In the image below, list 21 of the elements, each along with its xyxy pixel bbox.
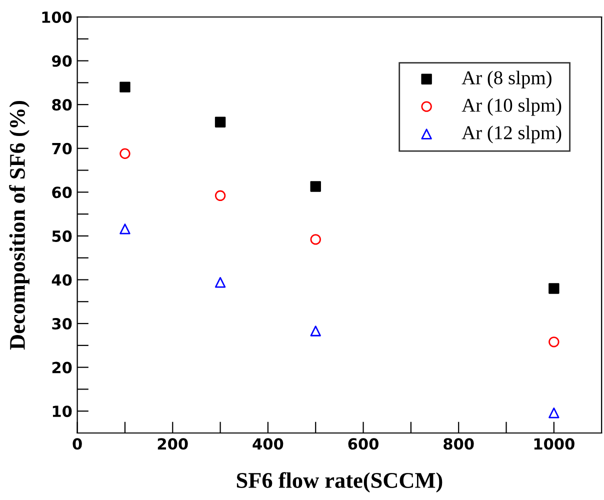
y-tick-label: 60 xyxy=(52,186,72,198)
x-axis-title: SF6 flow rate(SCCM) xyxy=(236,472,442,492)
y-tick-label: 50 xyxy=(52,230,72,242)
y-tick-label: 20 xyxy=(52,362,72,374)
y-tick-label: 100 xyxy=(42,11,72,24)
y-tick-label: 40 xyxy=(52,274,72,286)
x-tick-label: 0 xyxy=(72,438,82,450)
x-tick-label: 800 xyxy=(444,438,474,450)
legend-label: Ar (10 slpm) xyxy=(462,98,562,116)
legend-label: Ar (8 slpm) xyxy=(462,70,552,88)
x-tick-label: 600 xyxy=(348,438,378,450)
y-tick-label: 90 xyxy=(52,55,72,67)
y-tick-label: 10 xyxy=(52,406,72,418)
y-axis-title: Decomposition of SF6 (%) xyxy=(9,100,30,350)
y-tick-label: 80 xyxy=(52,99,72,111)
x-tick-label: 1000 xyxy=(534,438,574,450)
y-tick-label: 30 xyxy=(52,318,72,330)
x-tick-label: 200 xyxy=(158,438,188,450)
legend-label: Ar (12 slpm) xyxy=(462,126,562,144)
x-tick-label: 400 xyxy=(252,438,284,450)
y-tick-label: 70 xyxy=(52,142,72,154)
